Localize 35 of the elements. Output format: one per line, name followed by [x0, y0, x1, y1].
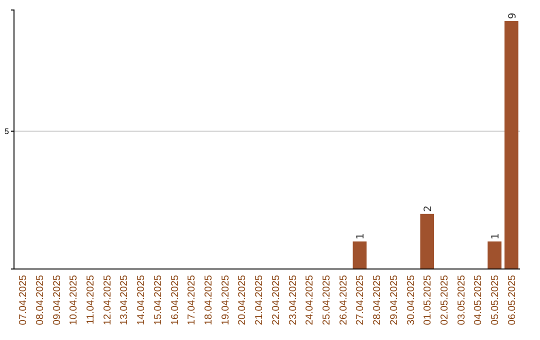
x-tick-label: 24.04.2025 [304, 274, 316, 326]
x-tick-label: 20.04.2025 [237, 274, 248, 326]
x-tick-label: 03.05.2025 [456, 274, 468, 326]
data-label: 9 [507, 12, 518, 20]
x-tick-label: 10.04.2025 [68, 274, 80, 326]
x-tick-label: 13.04.2025 [119, 274, 130, 326]
x-tick-label: 01.05.2025 [422, 274, 434, 326]
x-tick-label: 14.04.2025 [136, 274, 148, 326]
x-tick-label: 06.05.2025 [506, 274, 518, 326]
x-tick-label: 30.04.2025 [406, 274, 417, 326]
x-tick-label: 08.04.2025 [34, 274, 46, 326]
x-tick-label: 22.04.2025 [270, 274, 282, 326]
x-tick-label: 02.05.2025 [439, 274, 450, 326]
x-tick-label: 12.04.2025 [102, 274, 114, 326]
x-tick-label: 09.04.2025 [52, 274, 63, 326]
x-tick-label: 07.04.2025 [18, 274, 30, 326]
x-tick-label: 26.04.2025 [338, 274, 350, 326]
x-tick-label: 19.04.2025 [220, 274, 232, 326]
data-label: 1 [490, 233, 502, 240]
data-label: 1 [356, 233, 367, 240]
x-tick-label: 11.04.2025 [86, 274, 97, 324]
x-tick-label: 27.04.2025 [355, 274, 366, 326]
x-tick-label: 21.04.2025 [254, 274, 266, 326]
x-tick-label: 28.04.2025 [372, 274, 384, 326]
x-tick-label: 18.04.2025 [204, 274, 215, 326]
x-tick-label: 15.04.2025 [152, 274, 164, 326]
data-label: 2 [423, 206, 434, 212]
x-tick-label: 16.04.2025 [170, 274, 181, 326]
x-tick-label: 05.05.2025 [490, 274, 502, 326]
x-tick-label: 29.04.2025 [388, 274, 400, 326]
x-tick-label: 04.05.2025 [473, 274, 484, 326]
x-tick-label: 23.04.2025 [288, 274, 299, 326]
x-tick-label: 25.04.2025 [321, 274, 332, 326]
x-tick-label: 17.04.2025 [186, 274, 198, 326]
y-tick-label: 5 [4, 126, 10, 136]
